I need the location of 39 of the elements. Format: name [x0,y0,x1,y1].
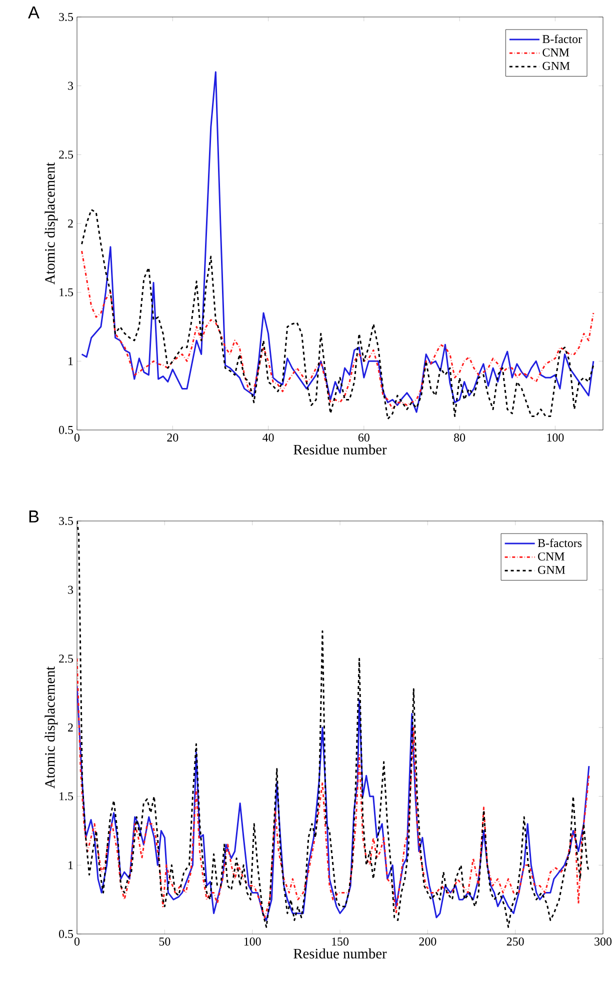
legend-label: B-factors [538,538,582,548]
legend-label: GNM [542,62,570,70]
y-tick-label: 0.5 [58,930,74,938]
y-tick-label: 1.5 [60,288,74,296]
y-tick-label: 1.5 [60,792,74,800]
legend-label: B-factor [542,34,582,44]
x-tick-label: 100 [244,938,261,946]
y-tick-label: 1 [68,861,73,870]
x-tick-label: 60 [358,434,370,442]
y-axis-title: Atomic displacement [44,666,58,789]
y-tick-label: 3.5 [59,12,74,22]
x-tick-label: 150 [332,938,349,946]
x-tick-label: 80 [454,434,466,442]
x-tick-label: 40 [262,434,274,442]
y-tick-label: 3.5 [59,516,74,526]
x-axis-title: Residue number [294,444,387,455]
y-tick-label: 2.5 [59,150,74,159]
x-tick-label: 250 [506,938,524,946]
legend-label: CNM [538,552,564,560]
y-tick-label: 3 [68,82,74,90]
y-tick-label: 3 [68,586,74,594]
y-tick-label: 2.5 [59,654,74,663]
x-axis-title: Residue number [294,948,387,959]
chart-title: A [28,6,40,18]
legend-label: CNM [542,48,570,56]
x-tick-label: 0 [74,434,80,442]
y-tick-label: 2 [68,220,73,228]
x-tick-label: 100 [547,434,564,442]
y-tick-label: 2 [68,724,73,732]
x-tick-label: 20 [167,434,178,442]
x-tick-label: 0 [74,938,80,946]
y-tick-label: 1 [68,357,73,366]
legend-label: GNM [538,566,566,574]
x-tick-label: 50 [159,938,170,946]
x-tick-label: 300 [594,938,612,946]
y-axis-title: Atomic displacement [44,162,58,284]
y-tick-label: 0.5 [58,426,74,434]
chart-title: B [29,510,39,522]
x-tick-label: 200 [419,938,436,946]
